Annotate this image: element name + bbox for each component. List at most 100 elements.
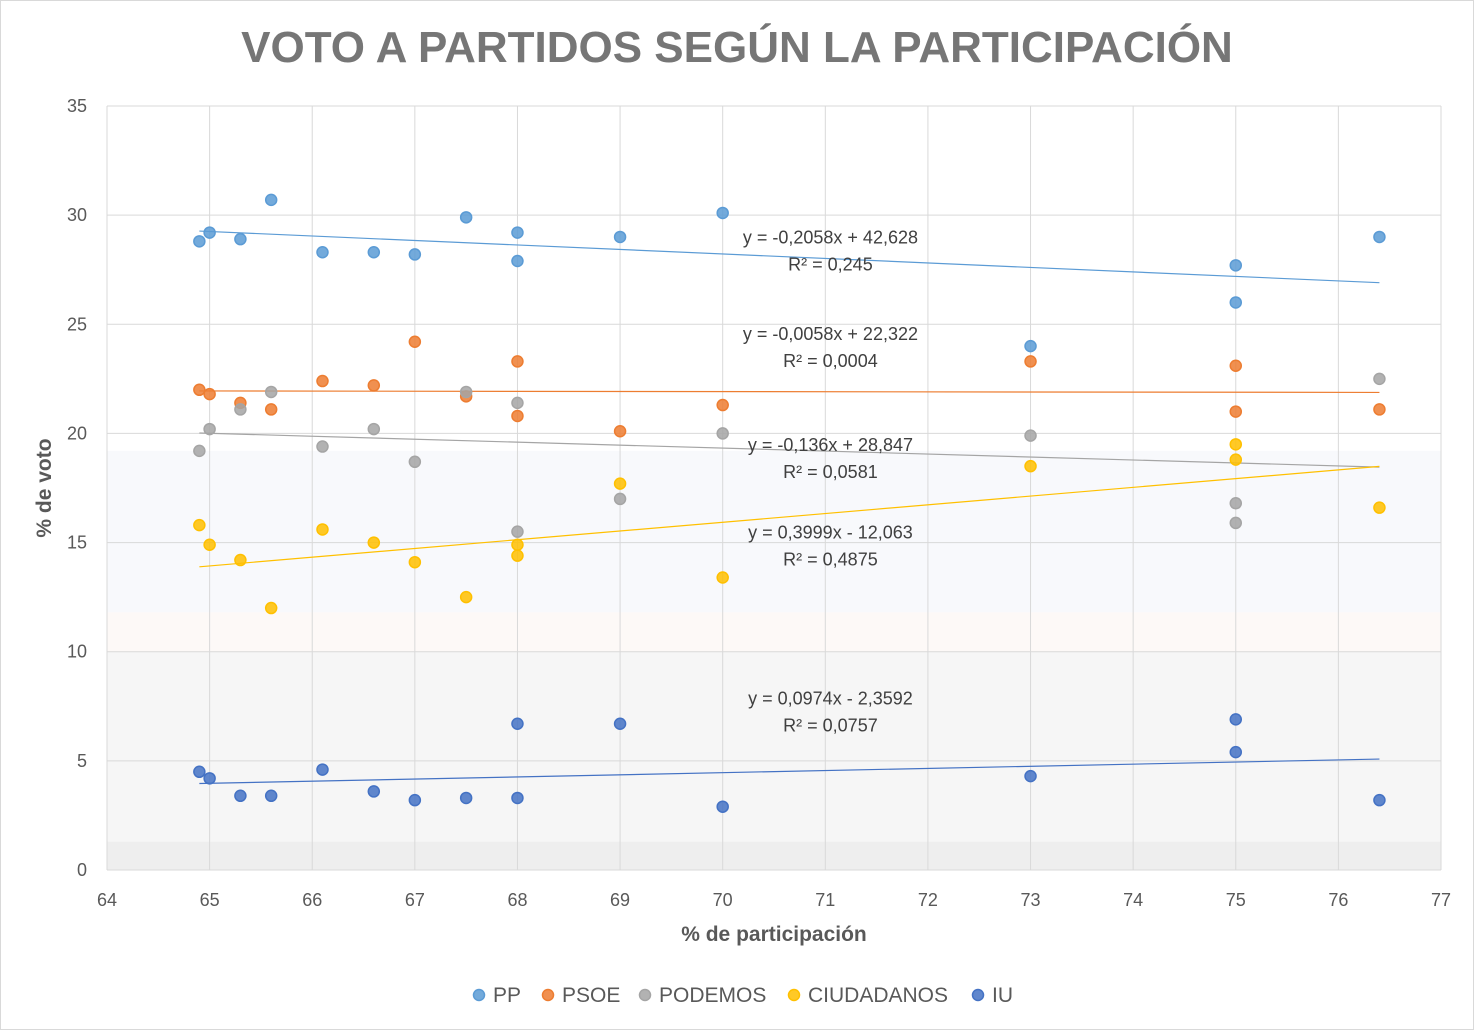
data-point-psoe [1229,359,1243,373]
data-point-psoe [367,379,381,392]
x-tick-label: 76 [1328,890,1348,910]
trendlines [199,230,1380,785]
y-tick-label: 0 [77,860,87,880]
x-tick-label: 68 [507,890,527,910]
data-point-pp [316,246,329,259]
data-point-iu [193,765,206,779]
trendline-equation: y = -0,136x + 28,847 [748,435,913,455]
trendline-equation: y = 0,3999x - 12,063 [748,522,913,542]
data-point-ciudadanos [1229,453,1243,466]
x-tick-label: 71 [815,890,835,910]
y-tick-label: 20 [67,423,87,443]
chart-title: VOTO A PARTIDOS SEGÚN LA PARTICIPACIÓN [241,23,1233,72]
data-point-psoe [408,335,422,348]
trendline-iu [199,758,1380,785]
x-tick-label: 70 [713,890,733,910]
data-point-pp [1024,339,1037,353]
data-point-podemos [1229,516,1243,530]
trendline-podemos [199,432,1380,468]
trendline-r2: R² = 0,0757 [783,715,878,735]
trendline-labels: y = -0,2058x + 42,628 R² = 0,245 y = -0,00… [743,228,918,736]
data-point-podemos [1024,429,1037,442]
trendline-r2: R² = 0,245 [788,255,873,275]
data-point-iu [1229,745,1243,759]
x-tick-label: 73 [1021,890,1041,910]
data-point-psoe [511,409,524,423]
y-tick-label: 5 [77,751,87,771]
legend-marker-psoe [541,988,555,1002]
data-point-podemos [1229,497,1243,510]
data-point-pp [613,230,627,244]
background-band [107,841,1441,870]
data-point-ciudadanos [716,571,729,584]
data-point-pp [193,235,206,248]
background-band [107,651,1441,842]
data-point-iu [408,793,422,807]
data-point-iu [459,791,473,805]
data-point-psoe [1229,405,1243,418]
trendline-equation: y = 0,0974x - 2,3592 [748,688,913,708]
data-point-iu [203,772,216,785]
trendline-pp [199,230,1380,284]
x-tick-label: 74 [1123,890,1143,910]
y-tick-label: 10 [67,642,87,662]
trendline-r2: R² = 0,0004 [783,351,878,371]
data-point-ciudadanos [613,477,627,490]
data-point-podemos [1373,372,1386,386]
data-point-pp [1229,296,1243,309]
data-point-podemos [264,385,278,399]
data-point-psoe [193,383,206,397]
y-tick-label: 35 [67,96,87,116]
legend-marker-pp [472,988,486,1002]
y-tick-label: 15 [67,533,87,553]
data-point-psoe [1373,403,1386,416]
data-point-ciudadanos [1229,438,1243,451]
data-point-podemos [408,455,422,469]
data-point-ciudadanos [511,549,524,562]
data-point-psoe [1024,355,1037,368]
x-tick-label: 64 [97,890,117,910]
data-point-ciudadanos [408,555,422,569]
x-tick-label: 77 [1431,890,1451,910]
data-point-psoe [716,398,729,412]
data-point-iu [316,763,329,776]
data-point-ciudadanos [511,538,524,552]
data-point-podemos [511,525,524,538]
x-tick-label: 72 [918,890,938,910]
data-point-iu [716,800,729,813]
data-point-pp [511,226,524,239]
legend-marker-iu [971,988,985,1002]
data-point-psoe [511,355,524,368]
legend: PP PSOE PODEMOS CIUDADANOS IU [472,984,1013,1007]
data-point-pp [203,226,216,239]
data-point-podemos [203,422,216,436]
data-point-iu [1373,793,1386,807]
y-tick-label: 25 [67,314,87,334]
data-point-iu [613,717,627,730]
x-tick-label: 67 [405,890,425,910]
legend-label-iu: IU [992,984,1013,1007]
tick-labels: 64 65 66 67 68 69 70 71 72 73 74 75 76 77 0 5 10 15 20 25 30… [67,96,1451,910]
data-point-psoe [264,403,278,416]
trendline-ciudadanos [199,465,1380,568]
data-point-iu [1229,713,1243,726]
x-tick-label: 75 [1226,890,1246,910]
data-point-psoe [316,374,329,388]
data-point-pp [408,248,422,261]
data-points [193,193,1386,813]
data-point-ciudadanos [1024,459,1037,473]
legend-marker-ciudadanos [787,988,801,1002]
data-point-iu [234,789,247,803]
data-point-pp [234,232,247,246]
data-point-pp [367,246,381,259]
data-point-iu [511,791,524,805]
trendline-equation: y = -0,2058x + 42,628 [743,228,918,248]
trendline-psoe [199,390,1380,394]
data-point-pp [459,211,473,224]
x-tick-label: 65 [200,890,220,910]
data-point-ciudadanos [264,601,278,615]
x-tick-label: 66 [302,890,322,910]
trendline-r2: R² = 0,4875 [783,549,878,569]
data-point-podemos [234,403,247,416]
